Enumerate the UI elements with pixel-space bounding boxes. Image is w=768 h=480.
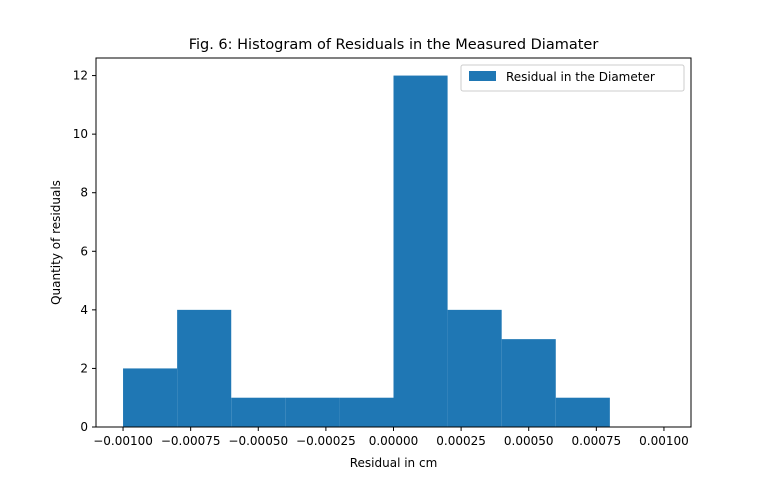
y-tick-label: 8: [80, 186, 88, 200]
y-tick-label: 2: [80, 361, 88, 375]
chart-title: Fig. 6: Histogram of Residuals in the Me…: [189, 37, 599, 53]
plot-area: [123, 75, 610, 428]
x-tick-label: 0.00000: [369, 434, 419, 448]
histogram-bar: [555, 397, 610, 427]
axis-ticks: −0.00100 −0.00075 −0.00050 −0.00025 0.00000 0…: [73, 69, 689, 448]
histogram-bar: [177, 309, 232, 427]
y-tick-label: 0: [80, 420, 88, 434]
legend-label: Residual in the Diameter: [506, 70, 655, 84]
histogram-bar: [447, 309, 502, 427]
histogram-bar: [393, 75, 448, 428]
histogram-bar: [501, 339, 556, 427]
histogram-bar: [231, 397, 286, 427]
x-tick-label: 0.00075: [572, 434, 622, 448]
x-axis-label: Residual in cm: [350, 456, 438, 470]
y-tick-label: 6: [80, 244, 88, 258]
x-tick-label: −0.00050: [228, 434, 288, 448]
x-tick-label: −0.00100: [93, 434, 153, 448]
x-tick-label: 0.00100: [639, 434, 689, 448]
legend-swatch: [469, 71, 496, 81]
x-tick-label: −0.00025: [296, 434, 356, 448]
histogram-bar: [123, 368, 178, 427]
y-tick-label: 12: [73, 69, 88, 83]
y-axis-label: Quantity of residuals: [49, 180, 63, 305]
x-tick-label: −0.00075: [161, 434, 221, 448]
y-tick-label: 4: [80, 303, 88, 317]
legend-box: [460, 64, 685, 92]
x-tick-label: 0.00050: [504, 434, 554, 448]
histogram-bar: [285, 397, 340, 427]
legend: Residual in the Diameter: [460, 64, 685, 92]
y-tick-label: 10: [73, 127, 88, 141]
x-tick-label: 0.00025: [436, 434, 486, 448]
histogram-bar: [339, 397, 394, 427]
